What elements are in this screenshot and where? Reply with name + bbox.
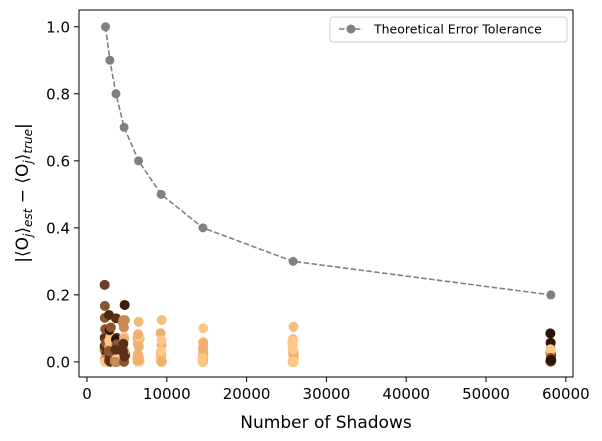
scatter-point <box>99 279 110 290</box>
scatter-point <box>545 344 556 355</box>
y-tick-label: 0.2 <box>46 286 70 304</box>
x-tick-label: 40000 <box>382 385 430 403</box>
scatter-point <box>156 356 167 367</box>
tolerance-point <box>288 256 298 266</box>
scatter-point <box>105 322 116 333</box>
y-tick-label: 0.6 <box>46 152 70 170</box>
tolerance-line <box>104 26 551 296</box>
scatter-point <box>288 321 299 332</box>
legend: Theoretical Error Tolerance <box>329 16 568 43</box>
scatter-point <box>118 338 129 349</box>
scatter-point <box>287 344 298 355</box>
y-axis-title: |⟨Oj⟩est − ⟨Oj⟩true| <box>13 123 35 263</box>
x-tick-label: 0 <box>82 385 92 403</box>
x-tick-label: 20000 <box>223 385 271 403</box>
tolerance-point <box>119 122 129 132</box>
scatter-point <box>197 344 208 355</box>
tolerance-point <box>198 223 208 233</box>
y-axis: 0.0 0.2 0.4 0.6 0.8 1.0 <box>46 18 79 371</box>
scatter-point <box>119 299 130 310</box>
scatter-point <box>155 328 166 339</box>
scatter-point <box>117 317 128 328</box>
scatter-point <box>133 329 144 340</box>
tolerance-point <box>546 290 556 300</box>
x-tick-label: 60000 <box>542 385 590 403</box>
scatter-point <box>156 335 167 346</box>
tolerance-point <box>105 55 115 65</box>
tolerance-point <box>156 189 166 199</box>
tolerance-point <box>111 89 121 99</box>
tolerance-series <box>101 22 556 300</box>
y-tick-label: 1.0 <box>46 18 70 36</box>
legend-marker-sample <box>346 24 356 34</box>
plot-area-frame <box>78 9 574 378</box>
scatter-point <box>119 351 130 362</box>
scatter-point <box>546 354 557 365</box>
scatter-point <box>110 356 121 367</box>
legend-label: Theoretical Error Tolerance <box>373 22 542 37</box>
y-tick-label: 0.4 <box>46 219 70 237</box>
scatter-point <box>156 346 167 357</box>
scatter-point <box>287 336 298 347</box>
x-axis-title: Number of Shadows <box>240 413 412 433</box>
scatter-point <box>545 328 556 339</box>
scatter-point <box>288 356 299 367</box>
scatter-point <box>156 315 167 326</box>
scatter-points <box>99 279 557 367</box>
x-axis: 0 10000 20000 30000 40000 50000 60000 <box>82 377 590 403</box>
y-tick-label: 0.0 <box>46 353 70 371</box>
scatter-point <box>134 355 145 366</box>
legend-box <box>329 16 568 43</box>
tolerance-point <box>101 22 111 32</box>
tolerance-point <box>134 156 144 166</box>
scatter-point <box>99 300 110 311</box>
scatter-point <box>133 316 144 327</box>
x-tick-label: 30000 <box>303 385 351 403</box>
x-tick-label: 10000 <box>143 385 191 403</box>
scatter-point <box>197 353 208 364</box>
x-tick-label: 50000 <box>462 385 510 403</box>
scatter-point <box>198 323 209 334</box>
y-tick-label: 0.8 <box>46 85 70 103</box>
